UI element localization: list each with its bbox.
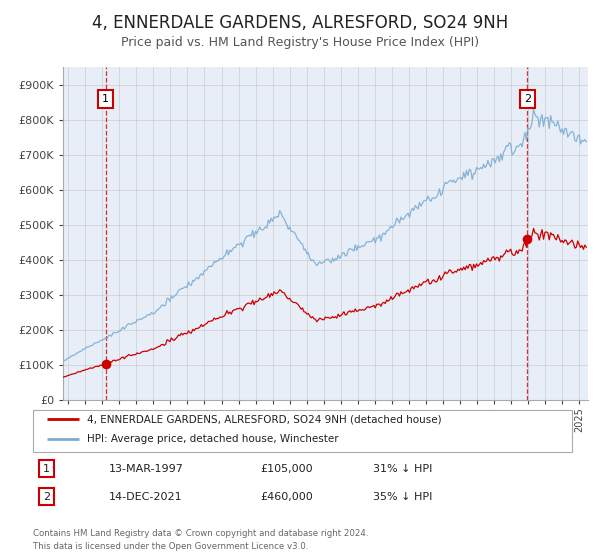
Text: £105,000: £105,000 — [260, 464, 313, 474]
Text: Price paid vs. HM Land Registry's House Price Index (HPI): Price paid vs. HM Land Registry's House … — [121, 36, 479, 49]
Text: 31% ↓ HPI: 31% ↓ HPI — [373, 464, 433, 474]
Text: 4, ENNERDALE GARDENS, ALRESFORD, SO24 9NH (detached house): 4, ENNERDALE GARDENS, ALRESFORD, SO24 9N… — [87, 414, 442, 424]
Text: 13-MAR-1997: 13-MAR-1997 — [109, 464, 184, 474]
Text: HPI: Average price, detached house, Winchester: HPI: Average price, detached house, Winc… — [87, 433, 338, 444]
Text: Contains HM Land Registry data © Crown copyright and database right 2024.: Contains HM Land Registry data © Crown c… — [33, 529, 368, 538]
Text: 2: 2 — [43, 492, 50, 502]
Text: £460,000: £460,000 — [260, 492, 313, 502]
Text: 1: 1 — [43, 464, 50, 474]
Text: 14-DEC-2021: 14-DEC-2021 — [109, 492, 182, 502]
FancyBboxPatch shape — [33, 410, 572, 451]
Text: 4, ENNERDALE GARDENS, ALRESFORD, SO24 9NH: 4, ENNERDALE GARDENS, ALRESFORD, SO24 9N… — [92, 14, 508, 32]
Text: 2: 2 — [524, 94, 531, 104]
Text: This data is licensed under the Open Government Licence v3.0.: This data is licensed under the Open Gov… — [33, 542, 308, 550]
Text: 35% ↓ HPI: 35% ↓ HPI — [373, 492, 433, 502]
Text: 1: 1 — [102, 94, 109, 104]
